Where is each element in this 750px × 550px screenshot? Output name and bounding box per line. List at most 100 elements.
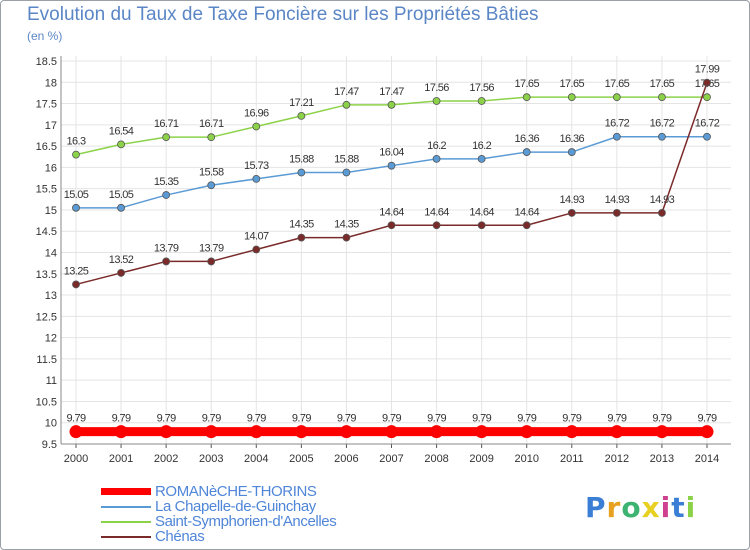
data-point — [567, 209, 576, 217]
data-label: 17.56 — [469, 82, 494, 94]
data-label: 16.71 — [154, 118, 179, 130]
x-tick-label: 2008 — [424, 453, 448, 465]
data-point — [703, 93, 711, 102]
data-point — [207, 257, 216, 266]
data-point — [522, 93, 531, 102]
data-point — [477, 221, 486, 230]
y-tick-label: 9.5 — [42, 439, 57, 451]
data-label: 9.79 — [562, 413, 581, 425]
data-label: 14.93 — [605, 194, 630, 206]
data-point — [117, 140, 125, 149]
data-point — [658, 209, 666, 217]
data-point — [477, 154, 486, 163]
data-point — [297, 111, 306, 120]
data-label: 9.79 — [292, 413, 311, 425]
data-label: 15.05 — [109, 189, 134, 201]
y-tick-label: 13.5 — [36, 269, 57, 281]
data-point — [297, 233, 306, 242]
data-label: 14.35 — [289, 219, 314, 231]
data-point — [432, 221, 441, 230]
legend-swatch — [101, 521, 151, 523]
data-label: 16.96 — [244, 108, 269, 120]
data-label: 17.65 — [605, 78, 630, 90]
data-label: 14.07 — [244, 231, 269, 243]
data-point — [565, 425, 579, 439]
x-tick-label: 2006 — [334, 453, 358, 465]
data-point — [387, 100, 396, 109]
y-tick-label: 11 — [46, 375, 57, 387]
x-tick-label: 2014 — [695, 453, 719, 465]
data-label: 16.72 — [605, 118, 630, 130]
data-label: 17.56 — [424, 82, 449, 94]
x-tick-label: 2007 — [379, 453, 403, 465]
data-point — [700, 425, 714, 439]
data-point — [432, 154, 441, 163]
data-point — [117, 203, 125, 212]
x-tick-label: 2004 — [244, 453, 268, 465]
data-label: 16.36 — [514, 133, 539, 145]
data-point — [342, 168, 351, 177]
data-point — [385, 425, 398, 439]
y-tick-label: 12.5 — [36, 311, 57, 323]
proxiti-logo: Proxiti — [585, 491, 696, 524]
data-point — [204, 425, 218, 439]
data-point — [612, 93, 621, 102]
data-label: 14.64 — [379, 206, 404, 218]
logo-letter: r — [606, 491, 622, 524]
data-point — [703, 132, 711, 141]
data-label: 16.2 — [427, 140, 446, 152]
data-label: 17.65 — [514, 78, 539, 90]
legend-swatch — [101, 536, 151, 538]
logo-letter: i — [685, 491, 697, 524]
data-point — [610, 425, 624, 439]
data-point — [72, 150, 80, 159]
y-tick-label: 10.5 — [36, 396, 57, 408]
y-tick-label: 18 — [45, 77, 57, 89]
chart-subtitle: (en %) — [27, 29, 63, 43]
y-tick-label: 15.5 — [36, 184, 57, 196]
data-label: 14.64 — [424, 206, 449, 218]
data-label: 17.65 — [650, 78, 675, 90]
data-label: 17.47 — [334, 86, 359, 98]
data-point — [159, 425, 173, 439]
data-point — [162, 133, 171, 142]
data-label: 17.47 — [379, 86, 404, 98]
data-point — [432, 97, 441, 105]
data-point — [114, 425, 128, 439]
x-tick-label: 2003 — [199, 453, 223, 465]
x-tick-label: 2005 — [289, 453, 313, 465]
data-label: 15.05 — [64, 189, 89, 201]
data-point — [72, 280, 80, 289]
data-point — [520, 425, 534, 439]
data-point — [655, 425, 669, 439]
data-label: 17.99 — [695, 64, 720, 76]
data-label: 9.79 — [472, 413, 491, 425]
data-point — [339, 425, 353, 439]
legend-label: Chénas — [155, 528, 205, 545]
legend-swatch — [101, 506, 151, 508]
data-label: 9.79 — [247, 413, 266, 425]
data-label: 17.21 — [289, 97, 314, 109]
data-point — [342, 100, 351, 109]
data-label: 14.35 — [334, 219, 359, 231]
data-point — [252, 122, 261, 131]
data-label: 16.71 — [199, 118, 224, 130]
data-point — [117, 269, 125, 277]
x-tick-label: 2011 — [560, 453, 584, 465]
data-label: 13.79 — [199, 242, 224, 254]
data-label: 13.79 — [154, 242, 179, 254]
y-tick-label: 18.5 — [36, 56, 57, 68]
data-label: 9.79 — [112, 413, 131, 425]
data-label: 16.04 — [379, 147, 404, 159]
data-point — [252, 245, 261, 254]
data-point — [162, 257, 171, 266]
data-point — [249, 425, 263, 439]
data-label: 16.72 — [695, 118, 720, 130]
data-point — [567, 148, 576, 156]
logo-letter: o — [621, 491, 642, 524]
x-tick-label: 2000 — [64, 453, 88, 465]
data-point — [207, 181, 216, 190]
y-tick-label: 13 — [45, 290, 57, 302]
legend-label: Saint-Symphorien-d'Ancelles — [155, 513, 337, 530]
